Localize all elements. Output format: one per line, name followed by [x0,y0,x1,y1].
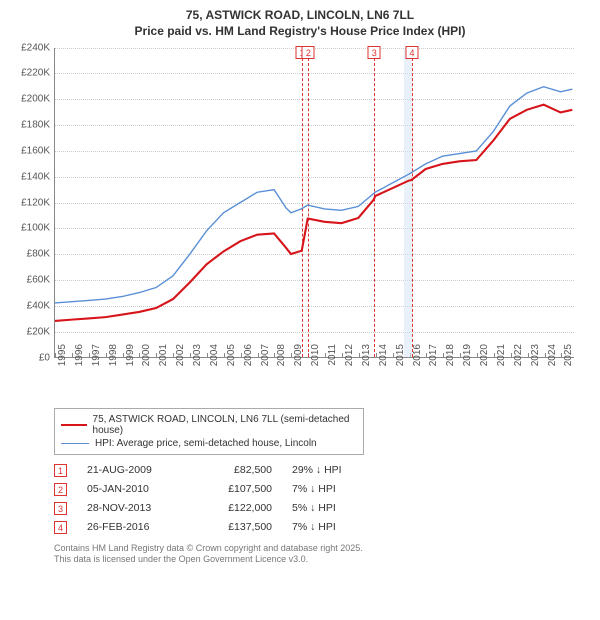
tx-delta: 29% ↓ HPI [292,464,372,476]
legend-label: 75, ASTWICK ROAD, LINCOLN, LN6 7LL (semi… [93,414,357,436]
tx-marker-num: 4 [54,521,67,534]
series-property [55,104,572,320]
tx-date: 28-NOV-2013 [87,502,182,514]
tx-delta: 5% ↓ HPI [292,502,372,514]
legend-swatch [61,424,87,426]
y-axis-label: £40K [10,300,50,311]
y-axis-label: £180K [10,120,50,131]
tx-date: 26-FEB-2016 [87,521,182,533]
y-axis-label: £60K [10,275,50,286]
page-title: 75, ASTWICK ROAD, LINCOLN, LN6 7LL [10,8,590,24]
transaction-row: 1 21-AUG-2009 £82,500 29% ↓ HPI [54,461,590,480]
tx-delta: 7% ↓ HPI [292,521,372,533]
legend-item: 75, ASTWICK ROAD, LINCOLN, LN6 7LL (semi… [61,413,357,437]
footnote: Contains HM Land Registry data © Crown c… [54,543,590,566]
transaction-row: 3 28-NOV-2013 £122,000 5% ↓ HPI [54,499,590,518]
y-axis-label: £0 [10,352,50,363]
y-axis-label: £20K [10,326,50,337]
tx-marker-num: 2 [54,483,67,496]
y-axis-label: £200K [10,94,50,105]
legend-label: HPI: Average price, semi-detached house,… [95,438,317,449]
tx-price: £122,000 [202,502,272,514]
tx-date: 05-JAN-2010 [87,483,182,495]
legend-swatch [61,443,89,444]
y-axis-label: £140K [10,171,50,182]
page-subtitle: Price paid vs. HM Land Registry's House … [10,24,590,38]
legend-item: HPI: Average price, semi-detached house,… [61,437,357,450]
y-axis-label: £120K [10,197,50,208]
footnote-line: This data is licensed under the Open Gov… [54,554,590,566]
tx-delta: 7% ↓ HPI [292,483,372,495]
x-axis-label: 2025 [563,344,600,384]
y-axis-label: £220K [10,68,50,79]
tx-price: £82,500 [202,464,272,476]
tx-price: £107,500 [202,483,272,495]
transaction-row: 2 05-JAN-2010 £107,500 7% ↓ HPI [54,480,590,499]
chart-legend: 75, ASTWICK ROAD, LINCOLN, LN6 7LL (semi… [54,408,364,455]
y-axis-label: £100K [10,223,50,234]
tx-date: 21-AUG-2009 [87,464,182,476]
transactions-table: 1 21-AUG-2009 £82,500 29% ↓ HPI 2 05-JAN-2010… [54,461,590,537]
tx-marker-num: 3 [54,502,67,515]
y-axis-label: £160K [10,145,50,156]
tx-price: £137,500 [202,521,272,533]
transaction-row: 4 26-FEB-2016 £137,500 7% ↓ HPI [54,518,590,537]
tx-marker-num: 1 [54,464,67,477]
footnote-line: Contains HM Land Registry data © Crown c… [54,543,590,555]
y-axis-label: £80K [10,249,50,260]
price-chart: 1234 £0£20K£40K£60K£80K£100K£120K£140K£1… [10,44,590,404]
y-axis-label: £240K [10,42,50,53]
series-hpi [55,86,572,302]
